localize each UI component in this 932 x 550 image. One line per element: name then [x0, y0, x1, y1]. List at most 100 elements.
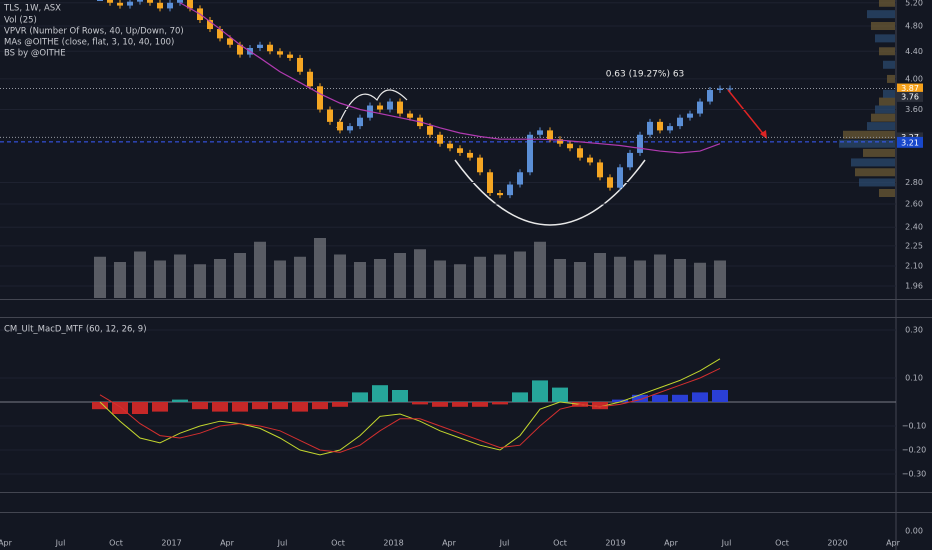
y-tick-label: 0.30 — [905, 326, 923, 335]
x-tick-label: Oct — [331, 539, 345, 548]
candle — [597, 162, 603, 178]
volume-bar — [354, 262, 366, 298]
price-badge — [897, 91, 923, 102]
candle — [577, 148, 583, 158]
indicator: BS by @OITHE — [4, 49, 66, 59]
histogram-bar — [692, 392, 708, 402]
vpvr-bar — [839, 139, 895, 148]
candle — [487, 172, 493, 194]
histogram-bar — [492, 402, 508, 405]
candle — [287, 54, 293, 58]
candle — [147, 0, 153, 3]
candle — [377, 105, 383, 110]
histogram-bar — [312, 402, 328, 410]
candle — [707, 90, 713, 102]
x-tick-label: Jul — [55, 539, 66, 548]
vpvr-bar — [883, 60, 895, 69]
volume-bar — [154, 260, 166, 298]
x-tick-label: Jul — [277, 539, 288, 548]
x-tick-label: Oct — [109, 539, 123, 548]
x-tick-label: Apr — [664, 539, 679, 548]
y-tick-label: 2.80 — [905, 178, 923, 187]
macd-line — [99, 358, 721, 456]
volume-bar — [434, 260, 446, 298]
histogram-bar — [372, 385, 388, 402]
candle — [617, 167, 623, 188]
histogram-bar — [272, 402, 288, 410]
symbol-title: TLS, 1W, ASX — [3, 4, 61, 14]
x-tick-label: 2017 — [161, 539, 181, 548]
volume-bar — [414, 249, 426, 298]
candle — [397, 101, 403, 114]
candle — [97, 0, 103, 1]
volume-bar — [474, 256, 486, 298]
histogram-bar — [172, 399, 188, 402]
candle — [207, 20, 213, 30]
volume-bar — [514, 251, 526, 298]
y-tick-label: 4.80 — [905, 22, 923, 31]
x-tick-label: Oct — [775, 539, 789, 548]
x-tick-label: 2018 — [383, 539, 403, 548]
signal-line — [99, 367, 721, 453]
histogram-bar — [252, 402, 268, 410]
volume-bar — [94, 256, 106, 298]
vpvr-bar — [879, 47, 895, 56]
volume-bar — [714, 260, 726, 298]
arrow — [727, 89, 766, 137]
candle — [227, 38, 233, 45]
candle — [637, 134, 643, 153]
volume-bar — [574, 262, 586, 298]
shoulder-curve — [336, 89, 408, 129]
volume-bar — [614, 256, 626, 298]
candle — [157, 2, 163, 9]
vpvr-bar — [867, 10, 895, 19]
macd-title: CM_Ult_MacD_MTF (60, 12, 26, 9) — [4, 325, 147, 335]
histogram-bar — [452, 402, 468, 407]
volume-bar — [114, 262, 126, 298]
candle — [627, 152, 633, 168]
histogram-bar — [232, 402, 248, 412]
price-badge — [897, 83, 923, 94]
candle — [317, 86, 323, 110]
x-tick-label: Apr — [0, 539, 13, 548]
candle — [717, 88, 723, 91]
vpvr-bar — [887, 74, 895, 83]
histogram-bar — [152, 402, 168, 412]
candle — [137, 0, 143, 2]
candle — [507, 184, 513, 196]
vpvr-bar — [875, 105, 895, 114]
volume-bar — [394, 253, 406, 298]
candle — [647, 121, 653, 135]
vpvr-bar — [859, 178, 895, 187]
volume-bar — [314, 238, 326, 298]
candle — [237, 44, 243, 55]
arrow-head — [760, 130, 767, 139]
candle — [297, 57, 303, 72]
volume-bar — [634, 260, 646, 298]
volume-bar — [234, 253, 246, 298]
candle — [177, 0, 183, 3]
price-badge-label: 3.76 — [901, 92, 919, 101]
volume-bar — [494, 254, 506, 298]
y-tick-label: 2.60 — [905, 199, 923, 208]
histogram-bar — [612, 399, 628, 402]
candle — [547, 130, 553, 140]
y-tick-label: 0.00 — [905, 527, 923, 536]
indicator: Vol (25) — [4, 16, 37, 26]
y-tick-label: 3.60 — [905, 105, 923, 114]
candle — [357, 117, 363, 127]
histogram-bar — [192, 402, 208, 410]
candle — [697, 101, 703, 114]
x-tick-label: 2020 — [827, 539, 847, 548]
candle — [387, 101, 393, 110]
vpvr-bar — [879, 189, 895, 198]
x-tick-label: Jul — [721, 539, 732, 548]
price-badge-label: 3.21 — [901, 138, 919, 147]
candle — [457, 148, 463, 153]
histogram-bar — [632, 394, 648, 402]
candle — [167, 2, 173, 9]
histogram-bar — [412, 402, 428, 405]
histogram-bar — [432, 402, 448, 407]
